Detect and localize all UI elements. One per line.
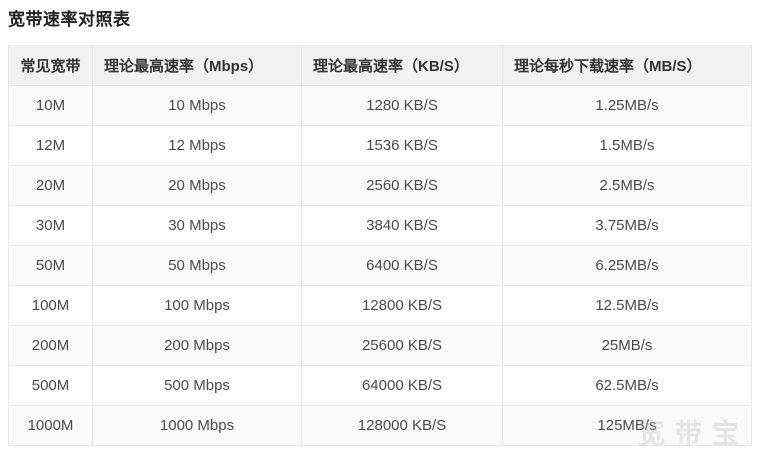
table-row-10m: 10M 10 Mbps 1280 KB/S 1.25MB/s xyxy=(8,85,752,126)
cell-mbps: 100 Mbps xyxy=(92,285,302,326)
header-common-broadband: 常见宽带 xyxy=(8,45,93,86)
header-max-rate-kbs: 理论最高速率（KB/S） xyxy=(301,45,503,86)
cell-mbs: 6.25MB/s xyxy=(502,245,752,286)
cell-mbps: 12 Mbps xyxy=(92,125,302,166)
table-row-200m: 200M 200 Mbps 25600 KB/S 25MB/s xyxy=(8,325,752,366)
cell-broadband: 20M xyxy=(8,165,93,206)
table-row-500m: 500M 500 Mbps 64000 KB/S 62.5MB/s xyxy=(8,365,752,406)
cell-kbs: 12800 KB/S xyxy=(301,285,503,326)
cell-kbs: 1280 KB/S xyxy=(301,85,503,126)
cell-mbs: 1.5MB/s xyxy=(502,125,752,166)
cell-mbps: 1000 Mbps xyxy=(92,405,302,446)
broadband-speed-table: 常见宽带 理论最高速率（Mbps） 理论最高速率（KB/S） 理论每秒下载速率（… xyxy=(8,45,752,446)
cell-mbs: 125MB/s xyxy=(502,405,752,446)
table-row-30m: 30M 30 Mbps 3840 KB/S 3.75MB/s xyxy=(8,205,752,246)
table-row-20m: 20M 20 Mbps 2560 KB/S 2.5MB/s xyxy=(8,165,752,206)
cell-broadband: 100M xyxy=(8,285,93,326)
cell-kbs: 25600 KB/S xyxy=(301,325,503,366)
page-title: 宽带速率对照表 xyxy=(8,10,131,29)
table-row-1000m: 1000M 1000 Mbps 128000 KB/S 125MB/s xyxy=(8,405,752,446)
cell-mbs: 3.75MB/s xyxy=(502,205,752,246)
table-row-100m: 100M 100 Mbps 12800 KB/S 12.5MB/s xyxy=(8,285,752,326)
cell-broadband: 1000M xyxy=(8,405,93,446)
cell-mbps: 20 Mbps xyxy=(92,165,302,206)
cell-mbs: 12.5MB/s xyxy=(502,285,752,326)
header-max-rate-mbps: 理论最高速率（Mbps） xyxy=(92,45,302,86)
cell-mbs: 2.5MB/s xyxy=(502,165,752,206)
cell-kbs: 1536 KB/S xyxy=(301,125,503,166)
cell-mbps: 200 Mbps xyxy=(92,325,302,366)
cell-kbs: 128000 KB/S xyxy=(301,405,503,446)
table-row-12m: 12M 12 Mbps 1536 KB/S 1.5MB/s xyxy=(8,125,752,166)
cell-mbps: 500 Mbps xyxy=(92,365,302,406)
cell-broadband: 500M xyxy=(8,365,93,406)
cell-broadband: 12M xyxy=(8,125,93,166)
cell-mbps: 30 Mbps xyxy=(92,205,302,246)
cell-kbs: 6400 KB/S xyxy=(301,245,503,286)
cell-kbs: 64000 KB/S xyxy=(301,365,503,406)
header-download-rate-mbs: 理论每秒下载速率（MB/S） xyxy=(502,45,752,86)
table-header-row: 常见宽带 理论最高速率（Mbps） 理论最高速率（KB/S） 理论每秒下载速率（… xyxy=(8,45,752,86)
cell-kbs: 3840 KB/S xyxy=(301,205,503,246)
cell-broadband: 30M xyxy=(8,205,93,246)
cell-broadband: 10M xyxy=(8,85,93,126)
cell-kbs: 2560 KB/S xyxy=(301,165,503,206)
cell-mbs: 1.25MB/s xyxy=(502,85,752,126)
cell-broadband: 50M xyxy=(8,245,93,286)
cell-mbs: 62.5MB/s xyxy=(502,365,752,406)
cell-mbps: 10 Mbps xyxy=(92,85,302,126)
cell-mbps: 50 Mbps xyxy=(92,245,302,286)
cell-broadband: 200M xyxy=(8,325,93,366)
cell-mbs: 25MB/s xyxy=(502,325,752,366)
table-row-50m: 50M 50 Mbps 6400 KB/S 6.25MB/s xyxy=(8,245,752,286)
